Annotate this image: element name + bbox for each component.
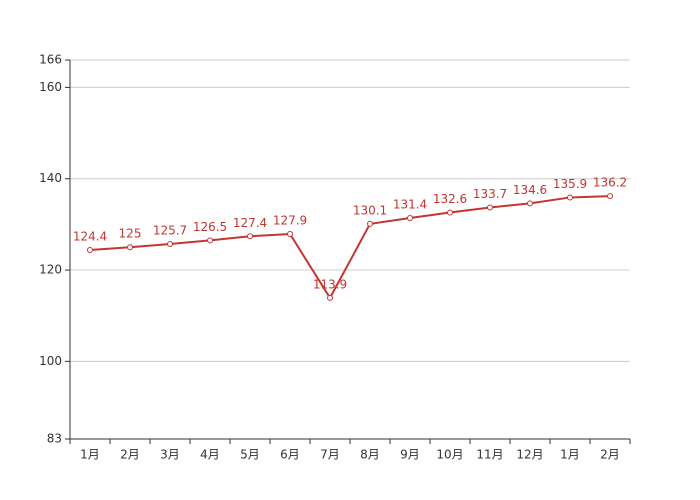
point: [447, 209, 453, 216]
value-label: 135.9: [553, 177, 587, 191]
x-tick-label: 2月: [600, 448, 620, 462]
y-tick-label: 166: [39, 53, 62, 67]
x-tick-label: 8月: [360, 448, 380, 462]
value-label: 136.2: [593, 176, 627, 190]
point: [287, 230, 293, 237]
value-label: 134.6: [513, 183, 547, 197]
y-tick-label: 100: [39, 354, 62, 368]
value-label: 127.9: [273, 213, 307, 227]
value-label: 125.7: [153, 224, 187, 238]
point: [567, 194, 573, 201]
point: [527, 200, 533, 207]
x-tick-label: 5月: [240, 448, 260, 462]
x-tick-label: 11月: [476, 448, 503, 462]
x-tick-label: 9月: [400, 448, 420, 462]
point: [87, 246, 93, 253]
value-label: 126.5: [193, 220, 227, 234]
line: [89, 195, 611, 300]
y-tick-label: 140: [39, 171, 62, 185]
y-tick-label: 160: [39, 80, 62, 94]
point: [607, 193, 613, 200]
y-tick-label: 120: [39, 263, 62, 277]
x-tick-label: 7月: [320, 448, 340, 462]
x-tick-label: 10月: [436, 448, 463, 462]
value-label: 133.7: [473, 187, 507, 201]
x-tick-label: 1月: [80, 448, 100, 462]
point: [487, 204, 493, 211]
value-label: 131.4: [393, 197, 427, 211]
point: [127, 244, 133, 251]
value-label: 132.6: [433, 192, 467, 206]
value-label: 127.4: [233, 216, 267, 230]
point: [207, 237, 213, 244]
x-tick-label: 2月: [120, 448, 140, 462]
point: [327, 294, 333, 301]
point: [367, 220, 373, 227]
x-tick-label: 12月: [516, 448, 543, 462]
point: [167, 241, 173, 248]
point: [247, 233, 253, 240]
x-tick-label: 1月: [560, 448, 580, 462]
x-tick-label: 3月: [160, 448, 180, 462]
value-label: 125: [119, 227, 142, 241]
value-label: 113.9: [313, 277, 347, 291]
y-tick-label: 83: [47, 432, 62, 446]
x-tick-label: 6月: [280, 448, 300, 462]
x-tick-label: 4月: [200, 448, 220, 462]
value-label: 130.1: [353, 203, 387, 217]
point: [407, 214, 413, 221]
value-label: 124.4: [73, 229, 107, 243]
